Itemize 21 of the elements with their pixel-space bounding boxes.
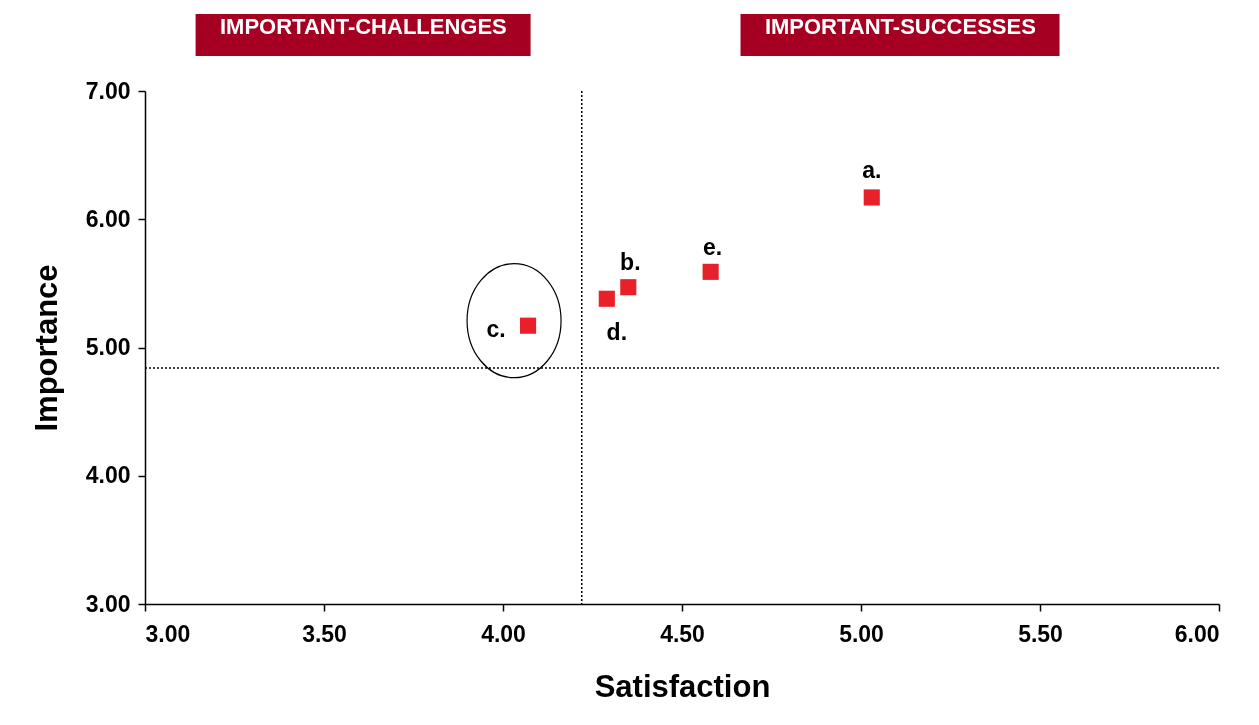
y-tick-label: 4.00 [85, 462, 131, 489]
x-tick-label: 4.00 [481, 620, 526, 647]
x-tick-label: 3.50 [302, 620, 347, 647]
y-tick-label: 3.00 [85, 590, 131, 617]
annotation: d. [606, 318, 628, 345]
y-tick-label: 7.00 [85, 77, 131, 104]
x-tick-label: 5.00 [839, 620, 884, 647]
text: IMPORTANT-CHALLENGES [195, 14, 531, 56]
x-tick-label: 4.50 [660, 620, 705, 647]
y-tick-label: 6.00 [85, 205, 131, 232]
annotation: a. [862, 157, 882, 184]
y-axis-title: Importance [28, 264, 64, 432]
annotation: e. [703, 233, 723, 260]
x-tick-label: 5.50 [1018, 620, 1063, 647]
x-tick-label: 6.00 [1174, 620, 1220, 647]
y-tick-label: 5.00 [85, 334, 131, 360]
annotation: b. [620, 249, 641, 276]
text: IMPORTANT-SUCCESSES [740, 14, 1060, 56]
x-axis-title: Satisfaction [594, 668, 771, 704]
x-tick-label: 3.00 [145, 620, 191, 647]
annotation: c. [486, 315, 506, 342]
